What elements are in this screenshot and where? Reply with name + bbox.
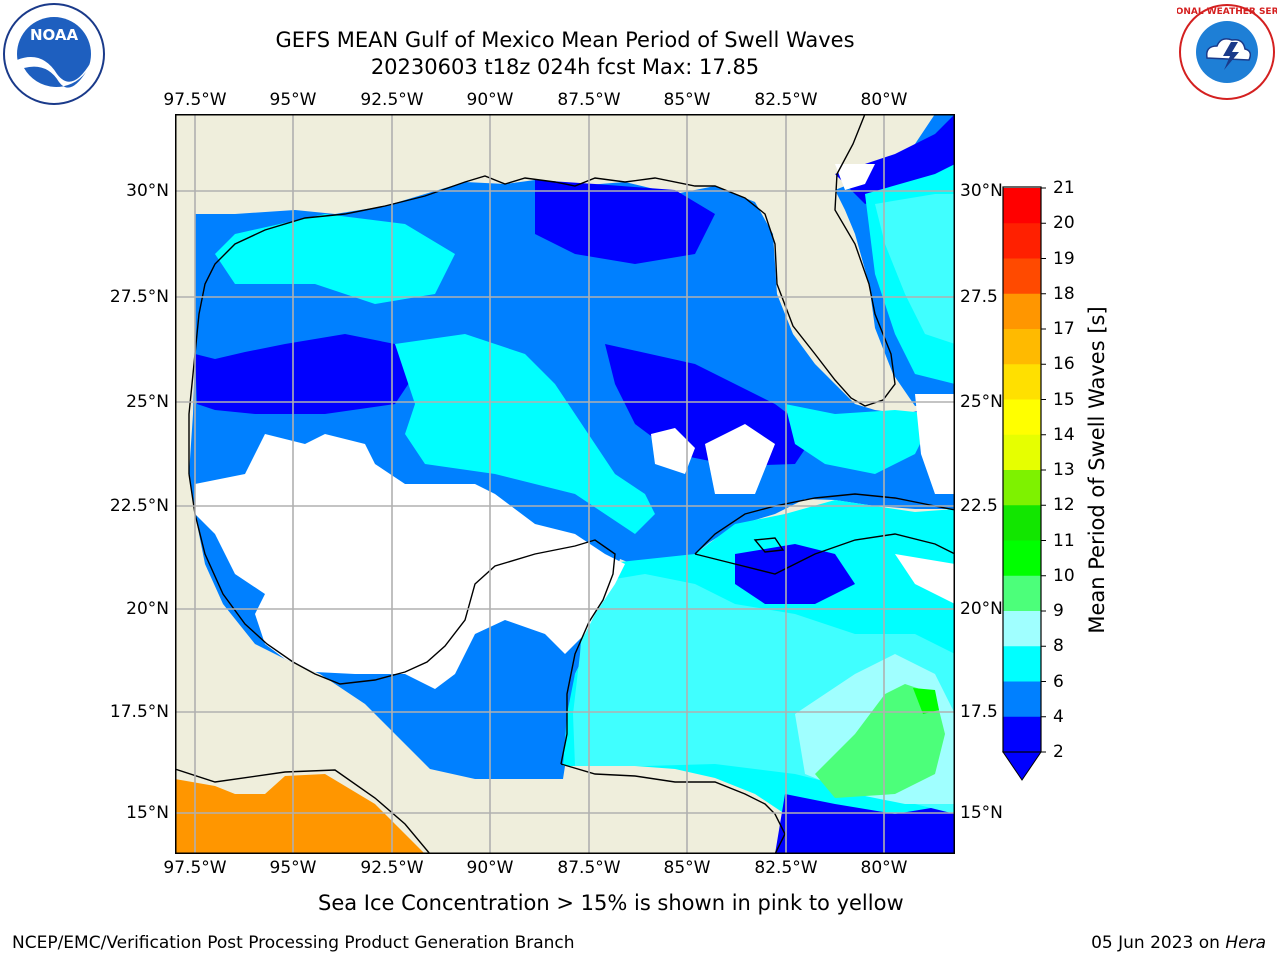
colorbar-swatch <box>1003 258 1041 295</box>
lat-tick-right: 17.5 <box>960 702 998 722</box>
lon-tick-top: 92.5°W <box>360 90 424 110</box>
colorbar-swatch <box>1003 681 1041 718</box>
lat-tick-right: 25°N <box>960 392 1003 412</box>
colorbar-swatch <box>1003 434 1041 471</box>
lat-tick-left: 15°N <box>126 803 169 823</box>
colorbar-swatch <box>1003 540 1041 577</box>
pacific-high-period-region <box>175 774 425 854</box>
colorbar-label: 16 <box>1053 354 1075 375</box>
nodata-region <box>705 424 775 494</box>
lat-tick-left: 20°N <box>126 599 169 619</box>
nodata-region <box>895 554 955 604</box>
colorbar-extend-triangle <box>1002 751 1042 781</box>
colorbar <box>1002 186 1046 781</box>
lon-tick-bottom: 90°W <box>466 858 514 878</box>
colorbar-swatch <box>1003 329 1041 365</box>
lon-tick-bottom: 95°W <box>269 858 317 878</box>
colorbar-swatch <box>1003 293 1041 330</box>
noaa-logo-text: NOAA <box>30 26 79 44</box>
colorbar-swatch <box>1003 470 1041 506</box>
colorbar-label: 17 <box>1053 319 1075 339</box>
noaa-logo-icon: NOAA <box>3 3 105 105</box>
colorbar-label: 20 <box>1053 213 1075 234</box>
colorbar-label: 11 <box>1053 530 1075 551</box>
colorbar-label: 19 <box>1053 248 1075 269</box>
colorbar-label: 15 <box>1053 389 1075 410</box>
lat-tick-left: 22.5°N <box>109 496 169 516</box>
colorbar-label: 12 <box>1053 495 1075 516</box>
low-period-patch <box>775 794 955 854</box>
lat-tick-right: 15°N <box>960 803 1003 823</box>
period-6-8-region <box>875 194 955 344</box>
nodata-region <box>915 394 955 494</box>
colorbar-label: 18 <box>1053 283 1075 304</box>
nodata-region <box>195 434 625 689</box>
colorbar-swatch <box>1003 505 1041 541</box>
colorbar-label: 14 <box>1053 424 1075 445</box>
chart-subtitle: 20230603 t18z 024h fcst Max: 17.85 <box>370 55 760 79</box>
colorbar-label: 21 <box>1053 178 1075 198</box>
lat-tick-left: 17.5°N <box>109 702 169 722</box>
low-period-patch <box>535 180 715 264</box>
colorbar-label: 8 <box>1053 636 1064 657</box>
lat-tick-right: 22.5 <box>960 496 998 516</box>
lon-tick-top: 80°W <box>860 90 908 110</box>
lon-tick-top: 87.5°W <box>557 90 621 110</box>
mid-period-swath <box>215 214 455 304</box>
map-frame <box>175 114 955 854</box>
nodata-region <box>835 164 875 190</box>
coastline <box>175 114 955 854</box>
lon-tick-top: 82.5°W <box>754 90 818 110</box>
nws-logo-text: NATIONAL WEATHER SERVICE <box>1177 7 1277 17</box>
colorbar-swatch <box>1003 716 1041 753</box>
nodata-region <box>651 428 695 474</box>
lat-tick-left: 30°N <box>126 181 169 201</box>
colorbar-swatch <box>1003 399 1041 436</box>
map-gridlines <box>175 114 955 854</box>
colorbar-label: 13 <box>1053 460 1075 480</box>
lon-tick-bottom: 80°W <box>860 858 908 878</box>
lon-tick-bottom: 82.5°W <box>754 858 818 878</box>
colorbar-label: 2 <box>1053 742 1064 762</box>
sea-ice-caption: Sea Ice Concentration > 15% is shown in … <box>318 891 904 915</box>
lat-tick-right: 30°N <box>960 181 1003 201</box>
lon-tick-top: 90°W <box>466 90 514 110</box>
colorbar-title: Mean Period of Swell Waves [s] <box>1085 306 1109 634</box>
colorbar-swatch <box>1003 364 1041 400</box>
colorbar-label: 6 <box>1053 671 1064 692</box>
lon-tick-bottom: 85°W <box>663 858 711 878</box>
lat-tick-right: 27.5 <box>960 287 998 307</box>
lon-tick-top: 97.5°W <box>163 90 227 110</box>
colorbar-label: 9 <box>1053 601 1064 621</box>
lat-tick-left: 27.5°N <box>109 287 169 307</box>
mid-period-swath <box>785 404 935 474</box>
colorbar-swatch <box>1003 611 1041 647</box>
footer-date: 05 Jun 2023 on Hera <box>1091 933 1266 953</box>
lat-tick-left: 25°N <box>126 392 169 412</box>
colorbar-label: 4 <box>1053 706 1064 727</box>
colorbar-swatch <box>1003 188 1041 224</box>
colorbar-swatch <box>1003 223 1041 259</box>
lon-tick-bottom: 92.5°W <box>360 858 424 878</box>
colorbar-swatch <box>1003 646 1041 682</box>
chart-title: GEFS MEAN Gulf of Mexico Mean Period of … <box>275 28 855 52</box>
mid-period-swath <box>395 334 655 534</box>
lon-tick-bottom: 97.5°W <box>163 858 227 878</box>
colorbar-label: 10 <box>1053 565 1075 586</box>
nws-logo-icon: NATIONAL WEATHER SERVICE <box>1177 4 1277 100</box>
footer-machine: Hera <box>1225 933 1266 953</box>
swell-period-map <box>175 114 955 854</box>
low-period-patch <box>735 544 855 604</box>
lon-tick-top: 85°W <box>663 90 711 110</box>
low-period-patch <box>195 334 415 414</box>
lat-tick-right: 20°N <box>960 599 1003 619</box>
footer-organization: NCEP/EMC/Verification Post Processing Pr… <box>12 933 575 953</box>
footer-date-text: 05 Jun 2023 on <box>1091 933 1226 953</box>
period-10-11-region <box>913 688 939 714</box>
lon-tick-bottom: 87.5°W <box>557 858 621 878</box>
colorbar-swatch <box>1003 575 1041 612</box>
lon-tick-top: 95°W <box>269 90 317 110</box>
